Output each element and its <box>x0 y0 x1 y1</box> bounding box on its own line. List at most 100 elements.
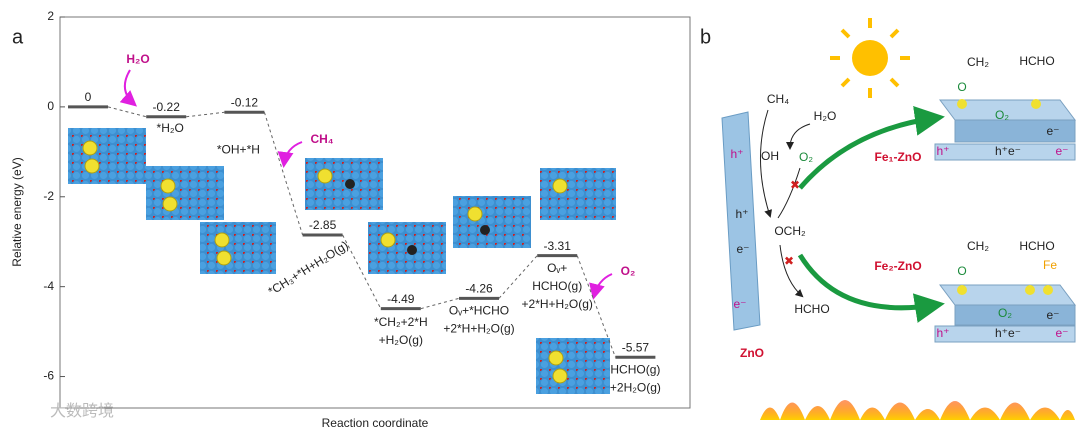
label: e⁻ <box>733 297 746 311</box>
y-tick-label: -4 <box>43 279 54 293</box>
structure-image <box>305 158 383 210</box>
state-label: *H₂O <box>157 121 184 135</box>
species: CH₄ <box>767 92 789 106</box>
label: e⁻ <box>1055 326 1068 340</box>
mechanism-diagram: b h⁺ h⁺ e⁻ e⁻ ZnO CH₄ H₂O OH O₂ OCH₂ HCH… <box>50 18 1076 420</box>
band-bar <box>934 143 1076 161</box>
annotation: O₂ <box>621 264 636 278</box>
label: h⁺e⁻ <box>995 144 1021 158</box>
value-label: -4.26 <box>465 282 493 296</box>
species: CH₂ <box>967 239 989 253</box>
state-label: Oᵥ+*HCHO <box>449 304 509 318</box>
big-arrow <box>797 253 945 323</box>
species: HCHO <box>1019 239 1054 253</box>
fe-atom <box>1031 99 1041 109</box>
state-label: *CH₂+2*H <box>374 315 428 329</box>
label: h⁺ <box>730 147 743 161</box>
label: h⁺ <box>936 144 949 158</box>
label: h⁺e⁻ <box>995 326 1021 340</box>
connector <box>420 297 460 310</box>
connector <box>342 234 382 309</box>
band-bar <box>934 325 1076 343</box>
label: h⁺ <box>936 326 949 340</box>
adsorbate-atoms <box>82 140 568 384</box>
label: h⁺ <box>735 207 748 221</box>
arrow <box>786 123 811 150</box>
value-label: -5.57 <box>622 340 650 354</box>
state-label: +H₂O(g) <box>379 333 423 347</box>
energy-chart: a Relative energy (eV) Reaction coordina… <box>10 9 691 430</box>
annotation-arrow <box>277 141 303 168</box>
species: OH <box>761 149 779 163</box>
arrow <box>779 244 804 298</box>
arrow <box>777 167 801 219</box>
connector <box>263 112 304 236</box>
species: O₂ <box>995 108 1009 122</box>
state-label: HCHO(g) <box>532 279 582 293</box>
state-label: Oᵥ+ <box>547 261 567 275</box>
species: CH₂ <box>967 55 989 69</box>
annotation-arrow <box>119 69 138 107</box>
state-label: *CH₃+*H+H₂O(g) <box>266 238 351 298</box>
value-label: -0.12 <box>231 95 259 109</box>
structure-image <box>453 196 531 248</box>
annotation: H₂O <box>126 52 149 66</box>
label: e⁻ <box>1046 124 1059 138</box>
value-label: -3.31 <box>544 239 572 253</box>
structure-image <box>146 166 224 220</box>
y-tick-label: -2 <box>43 189 54 203</box>
value-label: -4.49 <box>387 292 415 306</box>
cross: ✖ <box>790 178 800 192</box>
species: OCH₂ <box>774 224 806 238</box>
arrow <box>759 109 772 218</box>
species: HCHO <box>794 302 829 316</box>
state-label: +2H₂O(g) <box>610 380 661 394</box>
panel-label: b <box>700 26 711 48</box>
fe-atom <box>957 99 967 109</box>
label: ZnO <box>740 346 764 360</box>
state-label: HCHO(g) <box>610 362 660 376</box>
value-label: -0.22 <box>153 100 181 114</box>
state-label: *OH+*H <box>217 142 260 156</box>
structure-image <box>536 338 610 394</box>
structure-image <box>540 168 616 220</box>
zno-slab <box>721 111 761 331</box>
connector <box>107 106 147 118</box>
catalyst-slab <box>954 304 1076 326</box>
species: HCHO <box>1019 54 1054 68</box>
label: Fe₂-ZnO <box>874 259 921 273</box>
label: e⁻ <box>1046 308 1059 322</box>
sun <box>852 40 888 76</box>
plot-frame <box>59 16 691 409</box>
watermark: 大数跨境 <box>50 401 114 420</box>
structure-image <box>368 222 446 274</box>
species: O <box>957 264 966 278</box>
species: O₂ <box>799 150 813 164</box>
structure-image <box>200 222 276 274</box>
state-label: +2*H+H₂O(g) <box>522 297 593 311</box>
label: Fe₁-ZnO <box>875 150 922 164</box>
sun-rays <box>830 18 910 98</box>
carbon-atoms <box>345 179 490 255</box>
connector <box>576 255 616 358</box>
value-label: 0 <box>85 90 92 104</box>
species: O <box>957 80 966 94</box>
y-axis-label: Relative energy (eV) <box>10 157 24 266</box>
y-tick-label: -6 <box>43 369 54 383</box>
connector <box>186 111 225 118</box>
y-tick-label: 0 <box>47 99 54 113</box>
fe-atom <box>1043 285 1053 295</box>
panel-label: a <box>12 26 24 48</box>
annotation: CH₄ <box>310 132 333 146</box>
label: e⁻ <box>736 242 749 256</box>
species: Fe <box>1043 258 1057 272</box>
catalyst-slab <box>954 119 1076 143</box>
species: H₂O <box>814 109 837 123</box>
annotation-arrow <box>589 273 613 300</box>
big-arrow <box>798 105 945 190</box>
fe-atom <box>1025 285 1035 295</box>
state-label: +2*H+H₂O(g) <box>443 322 514 336</box>
x-axis-label: Reaction coordinate <box>322 416 429 430</box>
fe-atom <box>957 285 967 295</box>
